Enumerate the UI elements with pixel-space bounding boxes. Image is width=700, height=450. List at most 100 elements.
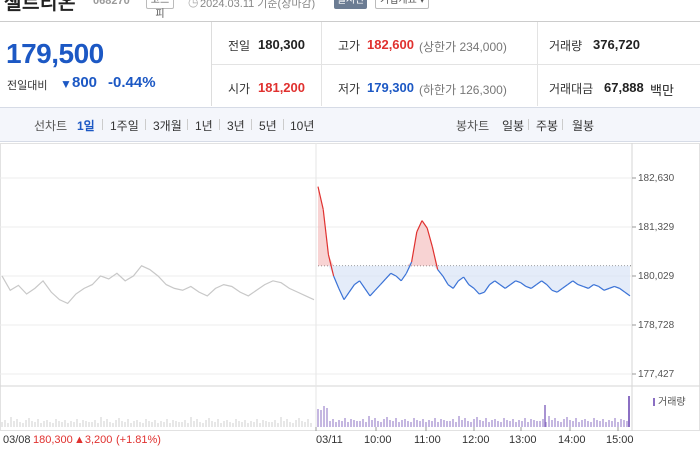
price-line-segment (530, 284, 537, 289)
open-label: 시가 (228, 82, 251, 96)
chart-canvas (0, 143, 700, 431)
stock-code: 068270 (93, 0, 130, 7)
line-chart-label[interactable]: 선차트 (34, 119, 68, 133)
price-line-segment (348, 284, 355, 293)
date-text: 2024.03.11 기준(장마감) (200, 0, 316, 10)
x-tick-label: 15:00 (606, 434, 634, 446)
high-label: 고가 (338, 39, 361, 53)
y-tick-label: 177,427 (638, 369, 675, 380)
price-line-segment (354, 280, 360, 286)
prev-day-date: 03/08 (3, 434, 31, 446)
price-line-segment (494, 280, 501, 286)
divider (212, 64, 700, 65)
realtime-badge[interactable]: 실시간 (334, 0, 367, 9)
divider (211, 22, 212, 106)
price-line-segment (338, 288, 345, 300)
divider (219, 119, 220, 130)
lower-limit: (하한가 126,300) (419, 83, 507, 97)
y-tick-label: 178,728 (638, 320, 675, 331)
divider (528, 119, 529, 130)
intraday-chart[interactable]: 182,630 181,329 180,029 178,728 177,427 … (0, 143, 700, 450)
price-line-segment (447, 284, 454, 289)
price-line-segment (520, 282, 527, 287)
price-line-segment (364, 288, 371, 297)
price-line-segment (525, 285, 532, 289)
price-line-segment (546, 284, 553, 291)
price-line-segment (343, 291, 350, 301)
price-line-segment (499, 284, 506, 289)
x-tick-label: 03/11 (316, 434, 343, 446)
x-tick-label: 11:00 (414, 434, 441, 446)
prev-day-close: 180,300 (33, 434, 73, 446)
price-line-segment (400, 272, 407, 282)
price-summary: 179,500 전일대비 ▼ 800 -0.44% 전일 180,300 고가 … (0, 21, 700, 106)
candle-chart-label[interactable]: 봉차트 (456, 119, 490, 133)
volume-legend: 거래량 (653, 393, 686, 408)
stock-header: 셀트리온 068270 코스피 ◷ 2024.03.11 기준(장마감) 실시간… (0, 0, 700, 20)
price-line-segment (577, 284, 584, 288)
period-tab-5y[interactable]: 5년 (259, 119, 277, 133)
clock-icon: ◷ (188, 0, 199, 9)
divider (102, 119, 103, 130)
price-line-segment (421, 220, 428, 229)
price-line-segment (416, 220, 423, 233)
price-line-segment (468, 284, 475, 289)
price-line-segment (374, 284, 381, 291)
y-tick-label: 181,329 (638, 222, 675, 233)
divider (251, 119, 252, 130)
divider (562, 119, 563, 130)
divider (145, 119, 146, 130)
trade-value-unit: 백만 (650, 83, 674, 98)
market-badge: 코스피 (146, 0, 174, 20)
stock-name: 셀트리온 (4, 0, 76, 14)
prev-day-change: ▲3,200 (74, 434, 113, 446)
low-label: 저가 (338, 82, 361, 96)
high-value: 182,600 (367, 37, 414, 52)
price-line-segment (567, 280, 574, 286)
trade-value: 67,888 (604, 80, 644, 95)
period-tab-1w[interactable]: 1주일 (110, 119, 139, 133)
price-line-segment (390, 272, 397, 277)
candle-tab-daily[interactable]: 일봉 (502, 119, 525, 133)
price-line-segment (619, 287, 626, 293)
period-tab-3y[interactable]: 3년 (227, 119, 245, 133)
prev-close-value: 180,300 (258, 37, 305, 52)
price-line-segment (556, 287, 563, 293)
price-line-segment (369, 289, 376, 297)
price-line-segment (572, 280, 579, 286)
period-tab-1y[interactable]: 1년 (195, 119, 213, 133)
candle-tab-monthly[interactable]: 월봉 (572, 119, 595, 133)
price-line-segment (489, 280, 496, 286)
area-below-reference (318, 265, 630, 300)
price-line-segment (614, 285, 620, 289)
price-line-segment (317, 186, 324, 210)
divider (283, 119, 284, 130)
change-percent: -0.44% (108, 74, 156, 91)
period-tab-10y[interactable]: 10년 (290, 119, 315, 133)
price-line-segment (588, 284, 594, 289)
price-line-segment (327, 254, 335, 277)
price-line-segment (562, 284, 568, 289)
x-tick-label: 13:00 (509, 434, 537, 446)
price-line-segment (385, 272, 392, 280)
price-line-segment (541, 280, 548, 286)
price-line-segment (431, 246, 439, 270)
period-tab-3m[interactable]: 3개월 (153, 119, 182, 133)
x-tick-label: 12:00 (462, 434, 490, 446)
candle-tab-weekly[interactable]: 주봉 (536, 119, 559, 133)
y-tick-label: 180,029 (638, 271, 675, 282)
price-line-segment (463, 276, 470, 285)
down-arrow-icon: ▼ (60, 77, 72, 91)
price-line-segment (598, 286, 605, 291)
price-line-segment (483, 284, 491, 293)
chart-toolbar: 선차트 1일 1주일 3개월 1년 3년 5년 10년 봉차트 일봉 주봉 월봉 (0, 107, 700, 142)
company-overview-button[interactable]: 기업개요 ▾ (375, 0, 429, 9)
change-amount: 800 (72, 74, 98, 91)
divider (321, 22, 322, 106)
prev-session-line (1, 265, 315, 305)
price-line-segment (603, 287, 610, 291)
period-tab-1d[interactable]: 1일 (77, 119, 95, 133)
price-line-segment (515, 280, 522, 284)
current-price: 179,500 (6, 38, 104, 69)
volume-label: 거래량 (549, 39, 583, 53)
